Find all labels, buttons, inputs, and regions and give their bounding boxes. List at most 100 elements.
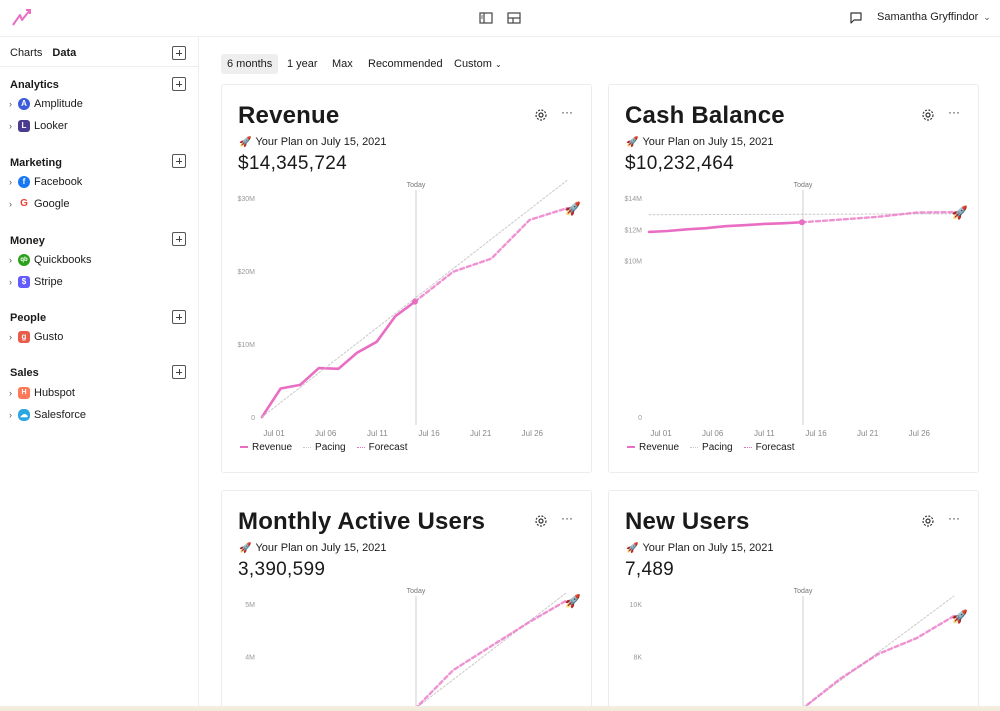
plan-note-text: Your Plan on July 15, 2021 [642,136,774,148]
sidebar-item-stripe[interactable]: › $ Stripe [9,276,63,289]
salesforce-icon: ☁ [18,409,30,422]
more-options-icon[interactable]: ··· [561,105,573,119]
today-point [411,298,418,305]
y-tick-label: $20M [237,269,255,276]
series-line-revenue [647,220,804,234]
legend-item: Pacing [303,442,346,453]
rocket-icon: 🚀 [952,609,968,624]
add-money-button[interactable] [172,232,186,246]
sidebar-layout-icon[interactable] [478,10,494,26]
series-line-revenue [260,300,417,419]
chat-icon[interactable] [849,11,863,25]
chevron-right-icon: › [9,177,12,188]
legend-label: Forecast [755,442,795,453]
plan-note-text: Your Plan on July 15, 2021 [642,542,774,554]
rocket-icon: 🚀 [952,205,968,220]
rocket-icon: 🚀 [565,201,581,216]
legend-item: Revenue [627,442,679,453]
x-tick-label: Jul 11 [367,429,388,438]
more-options-icon[interactable]: ··· [948,105,960,119]
add-people-button[interactable] [172,310,186,324]
x-tick-label: Jul 26 [522,429,544,438]
legend-swatch [303,446,312,448]
chevron-right-icon: › [9,277,12,288]
plan-note: 🚀 Your Plan on July 15, 2021 [239,136,387,148]
tab-data[interactable]: Data [52,47,77,59]
range-tab-custom[interactable]: Custom ⌄ [448,54,508,74]
facebook-icon: f [18,176,30,189]
legend-swatch [356,446,365,448]
sidebar-item-looker[interactable]: › L Looker [9,120,68,133]
group-title-sales: Sales [10,367,39,379]
add-chart-button[interactable] [172,46,186,60]
chevron-right-icon: › [9,388,12,399]
series-line-forecast [413,207,569,303]
x-tick-label: Jul 11 [754,429,775,438]
legend-item: Pacing [690,442,733,453]
chart-card-revenue: Revenue ··· 🚀 Your Plan on July 15, 2021 $14… [221,84,592,473]
more-options-icon[interactable]: ··· [561,511,573,525]
range-tab-max[interactable]: Max [332,58,353,70]
rocket-icon: 🚀 [239,137,252,148]
chevron-right-icon: › [9,332,12,343]
gear-icon[interactable] [921,108,935,122]
chart-card-new-users: New Users ··· 🚀 Your Plan on July 15, 2021 7… [608,490,979,711]
group-title-marketing: Marketing [10,157,62,169]
chevron-right-icon: › [9,121,12,132]
more-options-icon[interactable]: ··· [948,511,960,525]
panel-layout-icon[interactable] [506,10,522,26]
add-marketing-button[interactable] [172,154,186,168]
sidebar-item-google[interactable]: › G Google [9,198,70,211]
legend-swatch [690,446,699,448]
sidebar-item-gusto[interactable]: › g Gusto [9,331,64,344]
card-value: 7,489 [625,559,675,580]
hubspot-icon: H [18,387,30,400]
today-point [798,219,805,226]
today-label: Today [407,182,426,189]
y-tick-label: $10M [624,259,642,266]
add-sales-button[interactable] [172,365,186,379]
range-tab-recommended[interactable]: Recommended [368,58,443,70]
user-menu[interactable]: Samantha Gryffindor ⌄ [877,11,991,23]
chevron-right-icon: › [9,199,12,210]
card-value: 3,390,599 [238,559,326,580]
sidebar-item-amplitude[interactable]: › A Amplitude [9,98,83,111]
sidebar-item-salesforce[interactable]: › ☁ Salesforce [9,409,86,422]
range-tab-custom-label: Custom [454,58,492,70]
line-chart: 0 $10M $12M $14M Today Jul 01 Jul 06 Jul 11 Jul … [624,182,968,438]
x-tick-label: Jul 06 [702,429,724,438]
range-tab-6-months[interactable]: 6 months [221,54,279,74]
sidebar: Charts Data Analytics › A Amplitude › L Looke… [0,37,199,711]
y-tick-label: 5M [245,602,255,609]
chevron-right-icon: › [9,255,12,266]
legend-swatch [627,446,635,449]
sidebar-item-hubspot[interactable]: › H Hubspot [9,387,75,400]
top-bar: Samantha Gryffindor ⌄ [0,0,1000,37]
legend-item: Forecast [356,442,408,453]
y-tick-label: $30M [237,196,255,203]
x-tick-label: Jul 01 [650,429,672,438]
group-title-analytics: Analytics [10,79,59,91]
legend-label: Pacing [315,442,346,453]
x-tick-label: Jul 21 [470,429,492,438]
gear-icon[interactable] [534,514,548,528]
y-tick-label: 0 [638,415,642,422]
series-line-forecast [800,614,956,711]
group-title-people: People [10,312,47,324]
card-value: $14,345,724 [238,153,347,174]
chevron-right-icon: › [9,99,12,110]
sidebar-item-facebook[interactable]: › f Facebook [9,176,83,189]
gear-icon[interactable] [534,108,548,122]
sidebar-item-quickbooks[interactable]: › qb Quickbooks [9,254,92,267]
chart-legend: Revenue Pacing Forecast [627,442,806,453]
add-analytics-button[interactable] [172,77,186,91]
today-label: Today [794,588,813,595]
sparkline-logo-icon[interactable] [12,9,32,27]
tab-charts[interactable]: Charts [10,47,43,59]
range-tab-1-year[interactable]: 1 year [287,58,318,70]
series-line-forecast [800,210,956,224]
gear-icon[interactable] [921,514,935,528]
y-tick-label: 10K [630,602,643,609]
plan-note-text: Your Plan on July 15, 2021 [255,542,387,554]
x-tick-label: Jul 01 [263,429,285,438]
